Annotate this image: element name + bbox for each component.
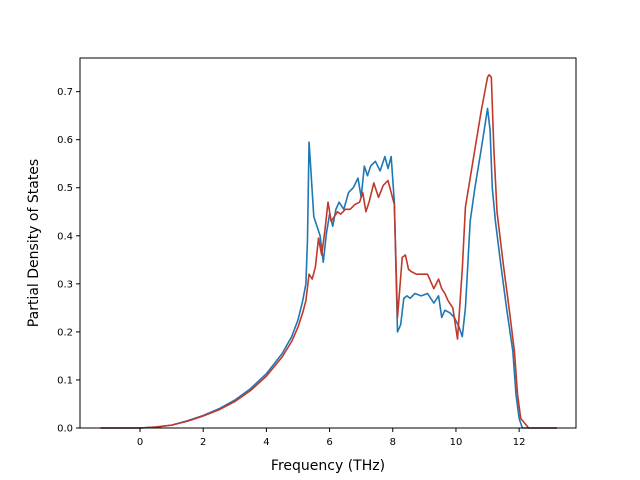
x-tick-label: 6 [326, 437, 332, 448]
series-line-2 [100, 74, 558, 429]
plot-background [80, 58, 576, 428]
y-tick-label: 0.0 [57, 424, 73, 435]
y-axis-label: Partial Density of States [26, 159, 42, 327]
y-tick-label: 0.1 [57, 375, 73, 386]
series-layer [100, 74, 558, 429]
x-tick-label: 8 [390, 437, 396, 448]
y-tick-label: 0.4 [57, 231, 73, 242]
x-axis-label: Frequency (THz) [271, 458, 385, 474]
x-tick-label: 0 [137, 437, 143, 448]
y-tick-label: 0.7 [57, 87, 73, 98]
y-tick-label: 0.5 [57, 183, 73, 194]
series-line-1 [100, 107, 558, 429]
x-tick-label: 4 [263, 437, 269, 448]
y-tick-label: 0.2 [57, 327, 73, 338]
x-tick-label: 2 [200, 437, 206, 448]
x-tick-label: 12 [513, 437, 526, 448]
plot-frame [79, 57, 577, 429]
y-tick-label: 0.3 [57, 279, 73, 290]
x-tick-label: 10 [450, 437, 463, 448]
ticks-layer: 0 2 4 6 8 10 12 0.0 0.1 0.2 0.3 0.4 0.5 0.6 0.7 [57, 87, 525, 448]
y-tick-label: 0.6 [57, 135, 73, 146]
